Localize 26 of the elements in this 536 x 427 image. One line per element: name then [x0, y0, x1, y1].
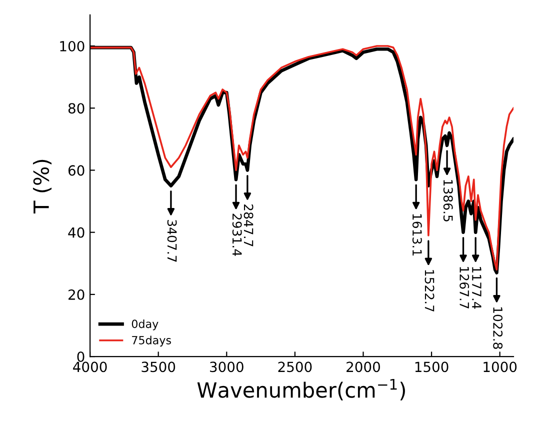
y-tick-label: 40	[68, 227, 84, 238]
y-tick-label: 60	[68, 165, 84, 176]
x-tick-label: 3500	[142, 362, 176, 372]
x-tick-label: 2000	[346, 362, 380, 372]
annotation: 2847.7	[244, 204, 254, 246]
annotation: 1022.8	[493, 307, 503, 349]
annotation: 1267.7	[460, 267, 470, 308]
annotation: 1386.5	[443, 180, 453, 222]
annotation: 3407.7	[167, 220, 177, 262]
annotation: 1613.1	[412, 214, 422, 256]
y-tick-label: 80	[68, 103, 84, 114]
x-axis-title: Wavenumber(cm$^{−1}$)	[197, 378, 405, 400]
x-tick-label: 4000	[73, 362, 107, 372]
annotation: 1522.7	[424, 270, 434, 312]
x-tick-label: 1500	[415, 362, 448, 372]
y-tick-label: 0	[77, 352, 84, 362]
x-tick-label: 3000	[210, 362, 244, 372]
annotation: 1177.4	[472, 267, 482, 309]
legend-label: 75days	[132, 336, 171, 347]
x-tick-label: 2500	[278, 362, 312, 372]
y-axis-title: T (%)	[32, 160, 52, 214]
x-tick-label: 1000	[484, 362, 517, 372]
y-tick-label: 100	[60, 40, 84, 52]
y-tick-label: 20	[68, 289, 84, 300]
legend-label: 0day	[132, 319, 158, 330]
annotation: 2931.4	[232, 214, 242, 256]
